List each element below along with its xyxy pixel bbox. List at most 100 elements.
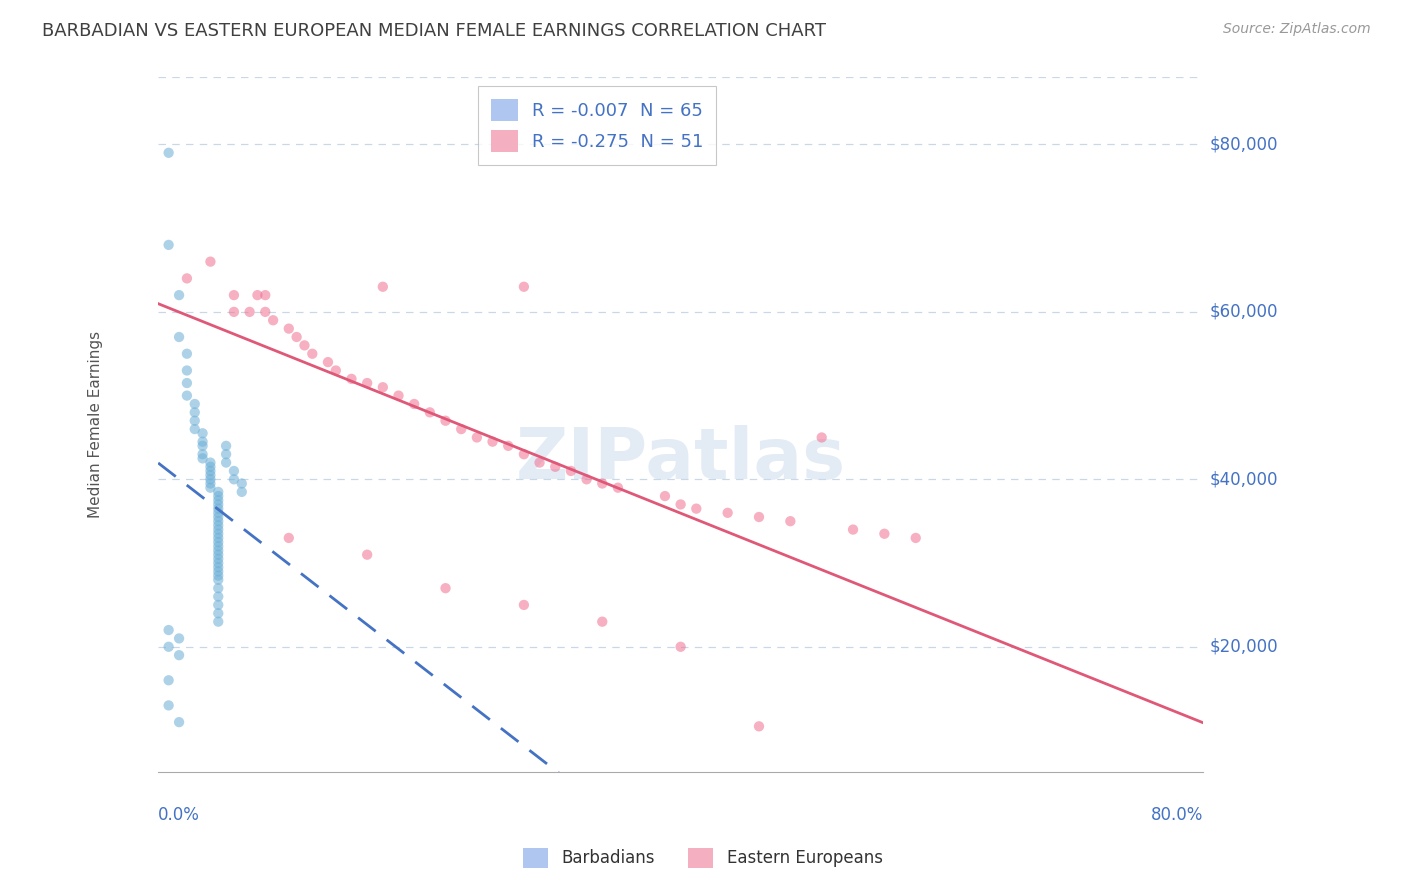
Point bbox=[207, 535, 229, 549]
Point bbox=[544, 459, 567, 474]
Point bbox=[184, 397, 207, 411]
Point bbox=[371, 279, 394, 293]
Text: $80,000: $80,000 bbox=[1209, 136, 1278, 153]
Point bbox=[176, 271, 198, 285]
Point bbox=[157, 640, 180, 654]
Point bbox=[207, 560, 229, 574]
Text: Median Female Earnings: Median Female Earnings bbox=[89, 331, 103, 518]
Point bbox=[200, 456, 222, 470]
Point bbox=[191, 434, 214, 449]
Text: Source: ZipAtlas.com: Source: ZipAtlas.com bbox=[1223, 22, 1371, 37]
Point bbox=[207, 598, 229, 612]
Point bbox=[419, 405, 441, 419]
Point bbox=[231, 476, 253, 491]
Point bbox=[450, 422, 472, 436]
Point bbox=[207, 568, 229, 582]
Point bbox=[207, 590, 229, 604]
Point bbox=[200, 472, 222, 486]
Point bbox=[842, 523, 865, 537]
Point bbox=[215, 456, 238, 470]
Point bbox=[184, 405, 207, 419]
Point bbox=[207, 493, 229, 508]
Point bbox=[207, 498, 229, 512]
Point bbox=[294, 338, 316, 352]
Point bbox=[779, 514, 801, 528]
Point bbox=[513, 279, 536, 293]
Point bbox=[434, 581, 457, 595]
Text: 0.0%: 0.0% bbox=[159, 805, 200, 824]
Point bbox=[207, 510, 229, 524]
Point bbox=[748, 510, 770, 524]
Point bbox=[207, 607, 229, 621]
Point bbox=[157, 145, 180, 160]
Point bbox=[200, 464, 222, 478]
Point bbox=[207, 573, 229, 587]
Point bbox=[191, 439, 214, 453]
Point bbox=[207, 514, 229, 528]
Point bbox=[207, 501, 229, 516]
Point bbox=[191, 451, 214, 466]
Point bbox=[873, 526, 896, 541]
Legend: Barbadians, Eastern Europeans: Barbadians, Eastern Europeans bbox=[516, 841, 890, 875]
Point bbox=[207, 484, 229, 499]
Point bbox=[200, 476, 222, 491]
Point bbox=[207, 523, 229, 537]
Point bbox=[591, 476, 613, 491]
Point bbox=[207, 531, 229, 545]
Point bbox=[246, 288, 269, 302]
Point bbox=[207, 581, 229, 595]
Text: BARBADIAN VS EASTERN EUROPEAN MEDIAN FEMALE EARNINGS CORRELATION CHART: BARBADIAN VS EASTERN EUROPEAN MEDIAN FEM… bbox=[42, 22, 827, 40]
Point bbox=[157, 623, 180, 637]
Text: $20,000: $20,000 bbox=[1209, 638, 1278, 656]
Point bbox=[207, 548, 229, 562]
Point bbox=[176, 389, 198, 403]
Point bbox=[277, 531, 299, 545]
Point bbox=[207, 518, 229, 533]
Point bbox=[356, 548, 378, 562]
Text: $60,000: $60,000 bbox=[1209, 303, 1278, 321]
Point bbox=[356, 376, 378, 390]
Point bbox=[200, 468, 222, 483]
Point bbox=[191, 447, 214, 461]
Text: ZIPatlas: ZIPatlas bbox=[516, 425, 845, 494]
Point bbox=[167, 715, 190, 730]
Point bbox=[231, 484, 253, 499]
Point bbox=[513, 447, 536, 461]
Point bbox=[157, 698, 180, 713]
Point bbox=[325, 363, 347, 377]
Point bbox=[207, 615, 229, 629]
Point bbox=[717, 506, 740, 520]
Point bbox=[810, 430, 832, 444]
Point bbox=[207, 565, 229, 579]
Point bbox=[184, 422, 207, 436]
Point bbox=[434, 414, 457, 428]
Point bbox=[207, 556, 229, 570]
Point bbox=[301, 347, 323, 361]
Point bbox=[285, 330, 308, 344]
Point bbox=[176, 363, 198, 377]
Point bbox=[277, 321, 299, 335]
Point bbox=[340, 372, 363, 386]
Point bbox=[465, 430, 488, 444]
Point bbox=[200, 254, 222, 268]
Point bbox=[371, 380, 394, 394]
Point bbox=[222, 464, 245, 478]
Text: 80.0%: 80.0% bbox=[1150, 805, 1204, 824]
Point bbox=[669, 640, 692, 654]
Point bbox=[404, 397, 426, 411]
Point bbox=[167, 330, 190, 344]
Point bbox=[513, 598, 536, 612]
Point bbox=[222, 288, 245, 302]
Point bbox=[157, 238, 180, 252]
Point bbox=[215, 439, 238, 453]
Point bbox=[239, 305, 262, 319]
Point bbox=[262, 313, 284, 327]
Point bbox=[207, 506, 229, 520]
Point bbox=[200, 481, 222, 495]
Point bbox=[157, 673, 180, 688]
Point bbox=[496, 439, 519, 453]
Point bbox=[207, 489, 229, 503]
Point bbox=[167, 288, 190, 302]
Point bbox=[685, 501, 707, 516]
Point bbox=[176, 347, 198, 361]
